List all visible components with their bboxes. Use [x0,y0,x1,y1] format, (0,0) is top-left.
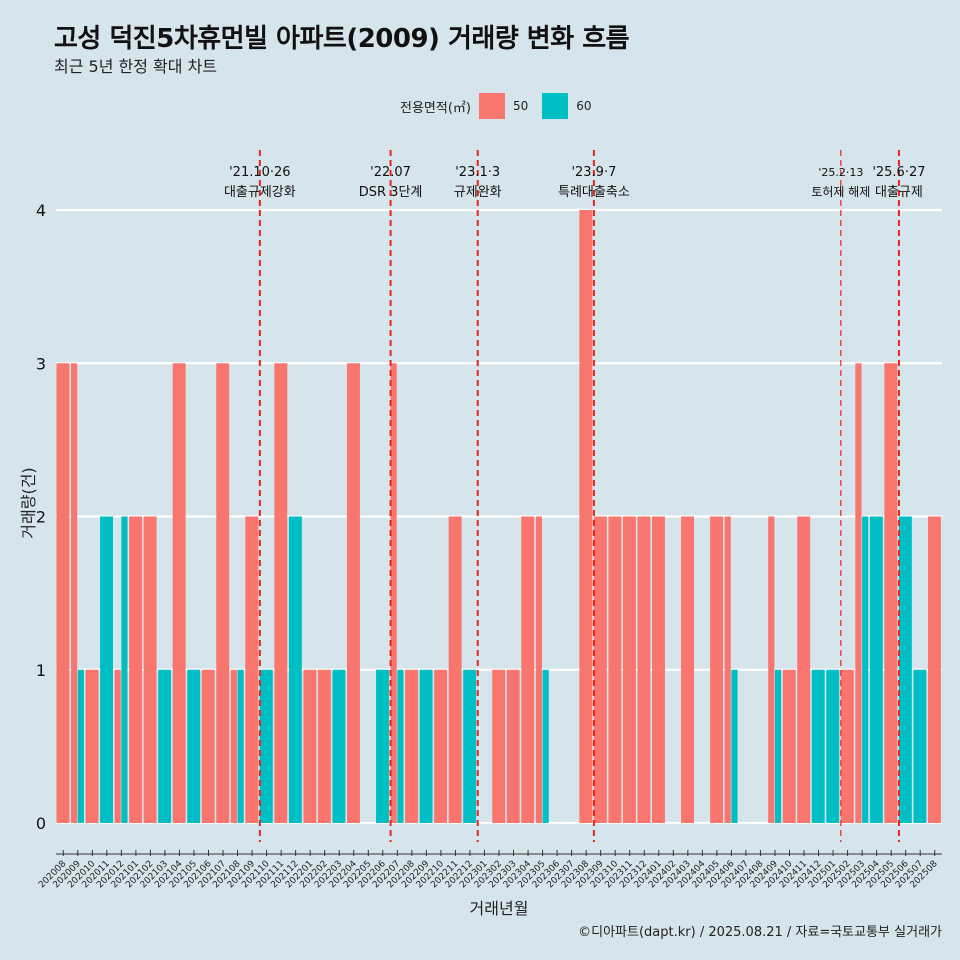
bar-50-202302 [492,669,506,823]
bar-60-202112 [288,516,302,823]
bar-60-202110 [259,669,273,823]
bar-60-202305 [542,669,549,823]
event-date-label: '25.6·27 [872,165,925,180]
bar-50-202305 [535,516,542,823]
bar-50-202405 [710,516,724,823]
bar-50-202210 [434,669,448,823]
bar-50-202503 [855,363,862,823]
bar-50-202204 [346,363,360,823]
bar-50-202201 [303,669,317,823]
event-label: DSR 3단계 [359,185,423,200]
bar-50-202312 [637,516,651,823]
y-tick-label: 0 [36,814,46,833]
bar-60-202507 [913,669,927,823]
bar-50-202410 [782,669,796,823]
y-tick-label: 1 [36,661,46,680]
bar-50-202406 [724,516,731,823]
event-label: 토허제 해제 [811,185,870,199]
bar-50-202303 [506,669,520,823]
bar-50-202102 [143,516,157,823]
bar-60-202209 [419,669,433,823]
bar-60-202009 [77,669,84,823]
bar-50-202101 [129,516,143,823]
bar-50-202012 [114,669,121,823]
bar-60-202504 [869,516,883,823]
bar-50-202109 [245,516,259,823]
bar-60-202412 [811,669,825,823]
bar-50-202401 [652,516,665,823]
bar-60-202012 [121,516,128,823]
bar-50-202009 [71,363,78,823]
bar-50-202106 [201,669,215,823]
bar-50-202207 [390,363,397,823]
legend-label-50: 50 [512,99,529,113]
bar-60-202406 [731,669,738,823]
bar-50-202111 [274,363,288,823]
event-date-label: '22.07 [370,165,411,180]
bar-60-202105 [187,669,201,823]
event-label: 특례대출축소 [558,185,630,200]
event-label: 대출규제강화 [224,185,296,200]
bar-50-202311 [622,516,636,823]
event-date-label: '23.1·3 [455,165,500,180]
chart-subtitle: 최근 5년 한정 확대 차트 [54,57,218,76]
event-label: 대출규제 [875,185,923,200]
bar-60-202108 [237,669,244,823]
event-date-label: '21.10·26 [229,165,290,180]
bar-60-202206 [376,669,389,823]
bar-50-202008 [56,363,70,823]
bar-50-202010 [85,669,99,823]
bar-50-202403 [681,516,694,823]
bar-50-202310 [608,516,622,823]
bar-60-202203 [332,669,346,823]
bar-60-202011 [100,516,113,823]
bar-50-202411 [797,516,811,823]
bar-50-202502 [840,669,854,823]
bar-50-202211 [448,516,462,823]
caption: ©디아파트(dapt.kr) / 2025.08.21 / 자료=국토교통부 실… [578,925,942,940]
bar-50-202107 [216,363,230,823]
bar-50-202304 [521,516,535,823]
x-axis-title: 거래년월 [470,899,529,918]
bar-60-202409 [774,669,782,823]
bar-50-202409 [768,516,775,823]
legend-swatch-60 [542,93,569,119]
bar-60-202503 [862,516,869,823]
y-axis-title: 거래량(건) [19,467,38,538]
bar-50-202308 [579,210,593,823]
bar-60-202103 [158,669,172,823]
bar-50-202208 [405,669,419,823]
y-tick-label: 3 [36,354,46,373]
bar-60-202501 [826,669,840,823]
bar-50-202104 [172,363,186,823]
bar-50-202505 [884,363,898,823]
bar-50-202309 [593,516,607,823]
legend-title: 전용면적(㎡) [400,100,471,116]
bar-60-202212 [463,669,477,823]
event-date-label: '25.2·13 [818,166,863,179]
y-tick-label: 4 [36,201,46,220]
event-label: 규제완화 [454,185,502,200]
bar-60-202506 [898,516,912,823]
bar-50-202508 [927,516,941,823]
y-tick-label: 2 [36,508,46,527]
legend-label-60: 60 [576,99,592,113]
event-date-label: '23.9·7 [571,165,616,180]
bar-60-202207 [397,669,404,823]
bar-50-202108 [230,669,237,823]
bar-50-202202 [317,669,331,823]
legend: 전용면적(㎡) 50 60 [400,93,606,119]
chart-title: 고성 덕진5차휴먼빌 아파트(2009) 거래량 변화 흐름 [54,24,630,54]
legend-swatch-50 [478,93,505,119]
